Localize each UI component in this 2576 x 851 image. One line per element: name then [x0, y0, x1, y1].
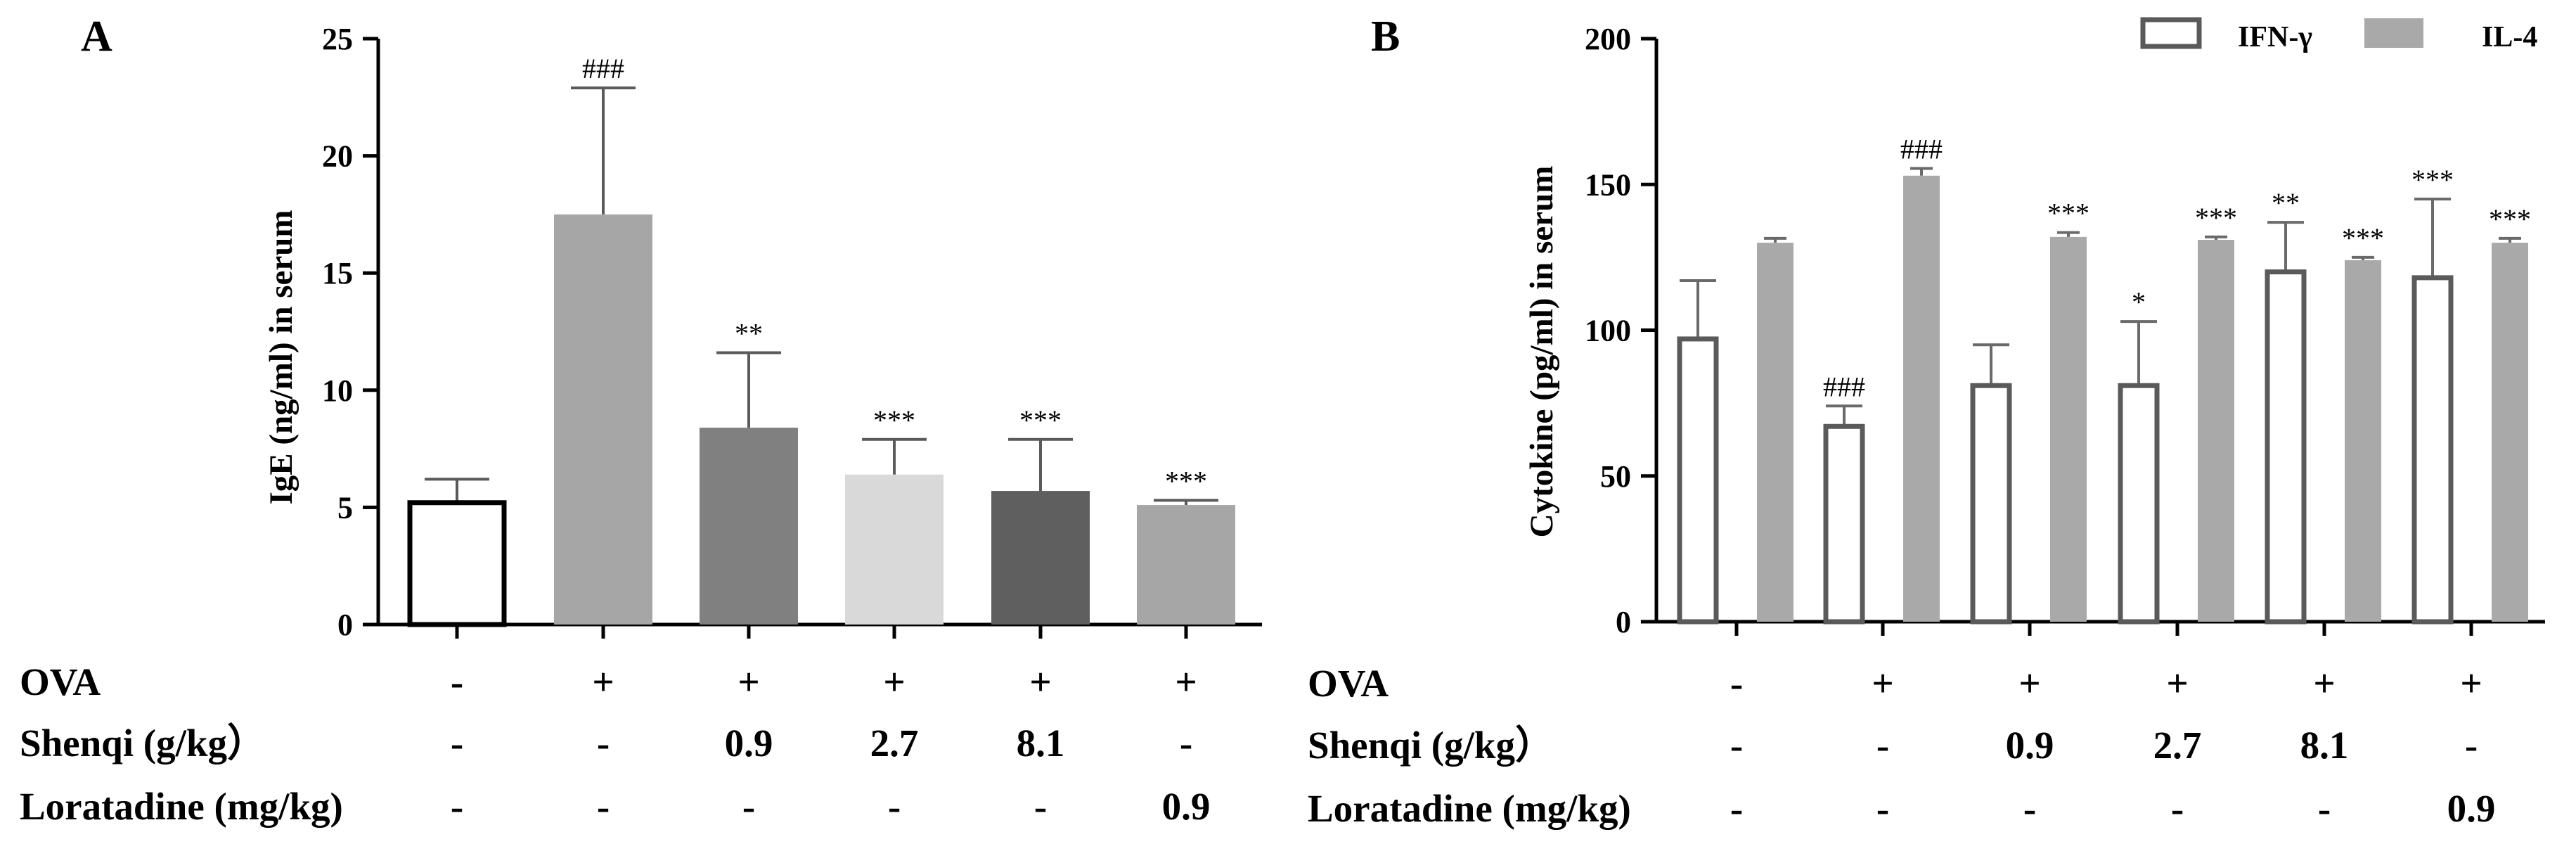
panel-b-il4-significance-label: *** [2342, 222, 2384, 254]
panel-a-bar [554, 214, 652, 625]
panel-b-il4-significance-label: *** [2489, 203, 2531, 235]
panel-b-il4-bar [2198, 240, 2234, 622]
legend-swatch-ifn [2140, 17, 2202, 49]
table-b-cell: + [2166, 662, 2188, 705]
panel-a-y-tick-label: 10 [322, 373, 353, 408]
panel-a-bar [407, 500, 507, 627]
panel-b-y-tick-label: 150 [1585, 167, 1631, 202]
table-a-cell: + [738, 660, 759, 703]
panel-b-il4-bar [2345, 260, 2381, 622]
table-b-cell: + [2460, 662, 2482, 705]
table-a-cell: 8.1 [1017, 722, 1065, 764]
panel-b-ifn-significance-label: * [2132, 286, 2146, 318]
table-a-cell: + [883, 660, 905, 703]
panel-b-ifn-bar [1823, 423, 1865, 625]
table-b-cell: 2.7 [2153, 724, 2202, 767]
table-a-row-label: Loratadine (mg/kg) [20, 785, 343, 828]
panel-a-bar [845, 474, 944, 625]
panel-a-significance-label: *** [873, 404, 915, 436]
table-a-row-label: Shenqi (g/kg） [20, 722, 266, 764]
panel-a-y-tick-label: 25 [322, 22, 353, 56]
panel-a-significance-label: ### [582, 53, 624, 84]
table-a-cell: - [451, 785, 463, 828]
table-a-cell: 2.7 [870, 722, 919, 764]
table-b-row-label: Shenqi (g/kg） [1308, 724, 1554, 767]
table-b-cell: - [1730, 724, 1743, 767]
panel-b-legend: IFN-γ IL-4 [2140, 17, 2537, 53]
panel-b-ifn-bar [2411, 275, 2454, 625]
panel-b-y-tick-label: 0 [1616, 605, 1631, 639]
panel-a-label: A [81, 13, 112, 60]
table-b-cell: - [2465, 724, 2478, 767]
table-b-cell: - [1876, 724, 1889, 767]
table-a-cell: - [1034, 785, 1047, 828]
table-b-cell: - [2023, 787, 2036, 830]
panel-a-significance-label: *** [1019, 404, 1062, 436]
table-b-cell: + [2313, 662, 2335, 705]
legend-swatch-il4 [2364, 18, 2423, 48]
panel-b-y-tick-label: 50 [1600, 459, 1631, 494]
legend-label-ifn: IFN-γ [2238, 21, 2312, 53]
table-b-cell: 0.9 [2447, 787, 2496, 830]
panel-a-significance-label: ** [735, 317, 763, 349]
table-b-cell: - [2318, 787, 2331, 830]
panel-a-y-axis-title: IgE (ng/ml) in serum [263, 210, 300, 504]
panel-a-bar [1137, 505, 1235, 625]
table-a-cell: 0.9 [725, 722, 773, 764]
table-a-cell: + [592, 660, 614, 703]
table-b-cell: 8.1 [2300, 724, 2349, 767]
table-b-row-label: Loratadine (mg/kg) [1308, 787, 1631, 830]
panel-a-y-tick-label: 20 [322, 139, 353, 174]
panel-b-label: B [1371, 13, 1400, 60]
table-b-cell: + [2018, 662, 2040, 705]
table-b-cell: - [1730, 787, 1743, 830]
panel-a-treatment-table: OVA - + + + + + Shenqi (g/kg） - - 0.9 2.7 8.1 - Lorata… [20, 660, 1210, 828]
table-a-cell: - [597, 785, 610, 828]
panel-a-y-tick-label: 5 [337, 490, 353, 525]
panel-b-ifn-bar [1970, 383, 2012, 625]
panel-b-ifn-bar [2118, 383, 2160, 625]
table-a-cell: - [742, 785, 755, 828]
panel-b-il4-bar [1903, 175, 1940, 622]
table-b-row-label: OVA [1308, 662, 1389, 705]
table-b-cell: - [1876, 787, 1889, 830]
table-a-cell: + [1029, 660, 1051, 703]
table-a-cell: 0.9 [1162, 785, 1211, 828]
panel-b-ifn-significance-label: *** [2411, 164, 2454, 196]
panel-b-y-tick-label: 200 [1585, 22, 1631, 56]
table-a-cell: + [1175, 660, 1197, 703]
legend-label-il4: IL-4 [2482, 21, 2537, 53]
panel-b-il4-significance-label: *** [2195, 202, 2237, 233]
panel-a-bar [700, 428, 798, 625]
panel-a-y-tick-label: 0 [337, 608, 353, 642]
panel-b-y-axis-title: Cytokine (pg/ml) in serum [1524, 166, 1560, 538]
panel-b-ifn-significance-label: ### [1823, 371, 1865, 402]
panel-b-il4-bar [1757, 243, 1793, 622]
table-a-cell: - [451, 722, 463, 764]
panel-a-significance-label: *** [1165, 465, 1207, 497]
table-a-cell: - [451, 660, 463, 703]
panel-b-il4-significance-label: *** [2047, 198, 2089, 229]
panel-a-bar [991, 491, 1090, 625]
table-a-row-label: OVA [20, 660, 101, 703]
panel-b-ifn-bar [1677, 336, 1719, 625]
panel-b-treatment-table: OVA - + + + + + Shenqi (g/kg） - - 0.9 2.7 8.1 - Lorata… [1308, 662, 2495, 830]
table-b-cell: 0.9 [2006, 724, 2054, 767]
table-a-cell: - [1180, 722, 1192, 764]
panel-b-ifn-significance-label: ** [2272, 187, 2300, 219]
panel-b-il4-bar [2492, 243, 2528, 622]
panel-a-y-tick-label: 15 [322, 256, 353, 290]
panel-b-y-tick-label: 100 [1585, 314, 1631, 348]
panel-b-ifn-bar [2265, 269, 2307, 625]
table-b-cell: + [1872, 662, 1893, 705]
panel-b-il4-bar [2050, 236, 2087, 622]
table-a-cell: - [597, 722, 610, 764]
table-a-cell: - [888, 785, 901, 828]
table-b-cell: - [1730, 662, 1743, 705]
panel-b-il4-significance-label: ### [1900, 133, 1943, 165]
table-b-cell: - [2171, 787, 2184, 830]
